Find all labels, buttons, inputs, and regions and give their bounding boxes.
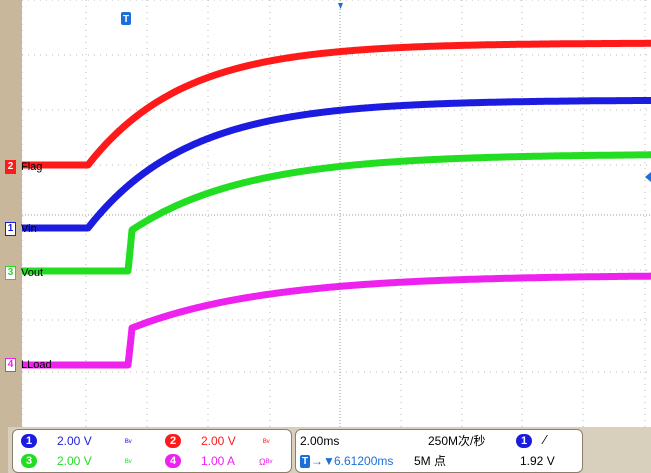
ch3-scale: 2.00 V bbox=[57, 454, 92, 468]
waveform-screen: T bbox=[19, 0, 651, 428]
ch3-badge[interactable]: 3 bbox=[21, 454, 37, 468]
ch4-label: LLoad bbox=[21, 359, 52, 371]
vertical-settings-panel[interactable]: 1 2.00 V ᴮᵛ 2 2.00 V ᴮᵛ 3 2.00 V ᴮᵛ 4 1.… bbox=[12, 429, 292, 473]
rising-edge-icon: ∕ bbox=[544, 432, 547, 447]
trigger-source-badge[interactable]: 1 bbox=[516, 434, 532, 448]
ch1-coupling: ᴮᵛ bbox=[125, 437, 132, 447]
horizontal-trigger-panel[interactable]: 2.00ms 250M次/秒 1 ∕ T →▼ 6.61200ms 5M 点 1… bbox=[295, 429, 583, 473]
ch4-marker[interactable]: 4 bbox=[5, 358, 16, 372]
ch4-badge[interactable]: 4 bbox=[165, 454, 181, 468]
ch4-trace-lload bbox=[19, 272, 651, 369]
ch1-scale: 2.00 V bbox=[57, 434, 92, 448]
timebase-scale: 2.00ms bbox=[300, 434, 340, 448]
ch2-scale: 2.00 V bbox=[201, 434, 236, 448]
trigger-position-icon: T bbox=[121, 12, 131, 25]
trigger-level: 1.92 V bbox=[520, 454, 555, 468]
horizontal-position: 6.61200ms bbox=[334, 454, 394, 468]
ch4-scale: 1.00 A bbox=[201, 454, 236, 468]
ch1-label: Vin bbox=[21, 223, 37, 235]
ch1-trace-vin bbox=[19, 97, 651, 232]
ch3-coupling: ᴮᵛ bbox=[125, 457, 132, 467]
readout-bar: 1 2.00 V ᴮᵛ 2 2.00 V ᴮᵛ 3 2.00 V ᴮᵛ 4 1.… bbox=[8, 427, 651, 473]
ch1-badge[interactable]: 1 bbox=[21, 434, 37, 448]
ch2-coupling: ᴮᵛ bbox=[263, 437, 270, 447]
trigger-level-marker-icon bbox=[645, 172, 651, 182]
waveform-traces bbox=[19, 39, 651, 369]
trigger-time-marker-icon bbox=[338, 3, 343, 9]
ch3-label: Vout bbox=[21, 267, 44, 279]
ch1-marker[interactable]: 1 bbox=[5, 222, 16, 236]
ch2-label: Flag bbox=[21, 161, 43, 173]
ch2-badge[interactable]: 2 bbox=[165, 434, 181, 448]
ch3-marker[interactable]: 3 bbox=[5, 266, 16, 280]
ch4-coupling: Ωᴮᵛ bbox=[259, 457, 273, 467]
trigger-position-label: T bbox=[123, 14, 129, 25]
ch2-marker[interactable]: 2 bbox=[5, 160, 16, 174]
sample-rate: 250M次/秒 bbox=[428, 434, 486, 448]
ch2-trace-flag bbox=[19, 39, 651, 169]
ch3-trace-vout bbox=[19, 151, 651, 275]
record-length: 5M 点 bbox=[414, 454, 447, 468]
trigger-position-icon: T bbox=[300, 455, 310, 468]
horizontal-position-prefix: →▼ bbox=[311, 454, 335, 468]
